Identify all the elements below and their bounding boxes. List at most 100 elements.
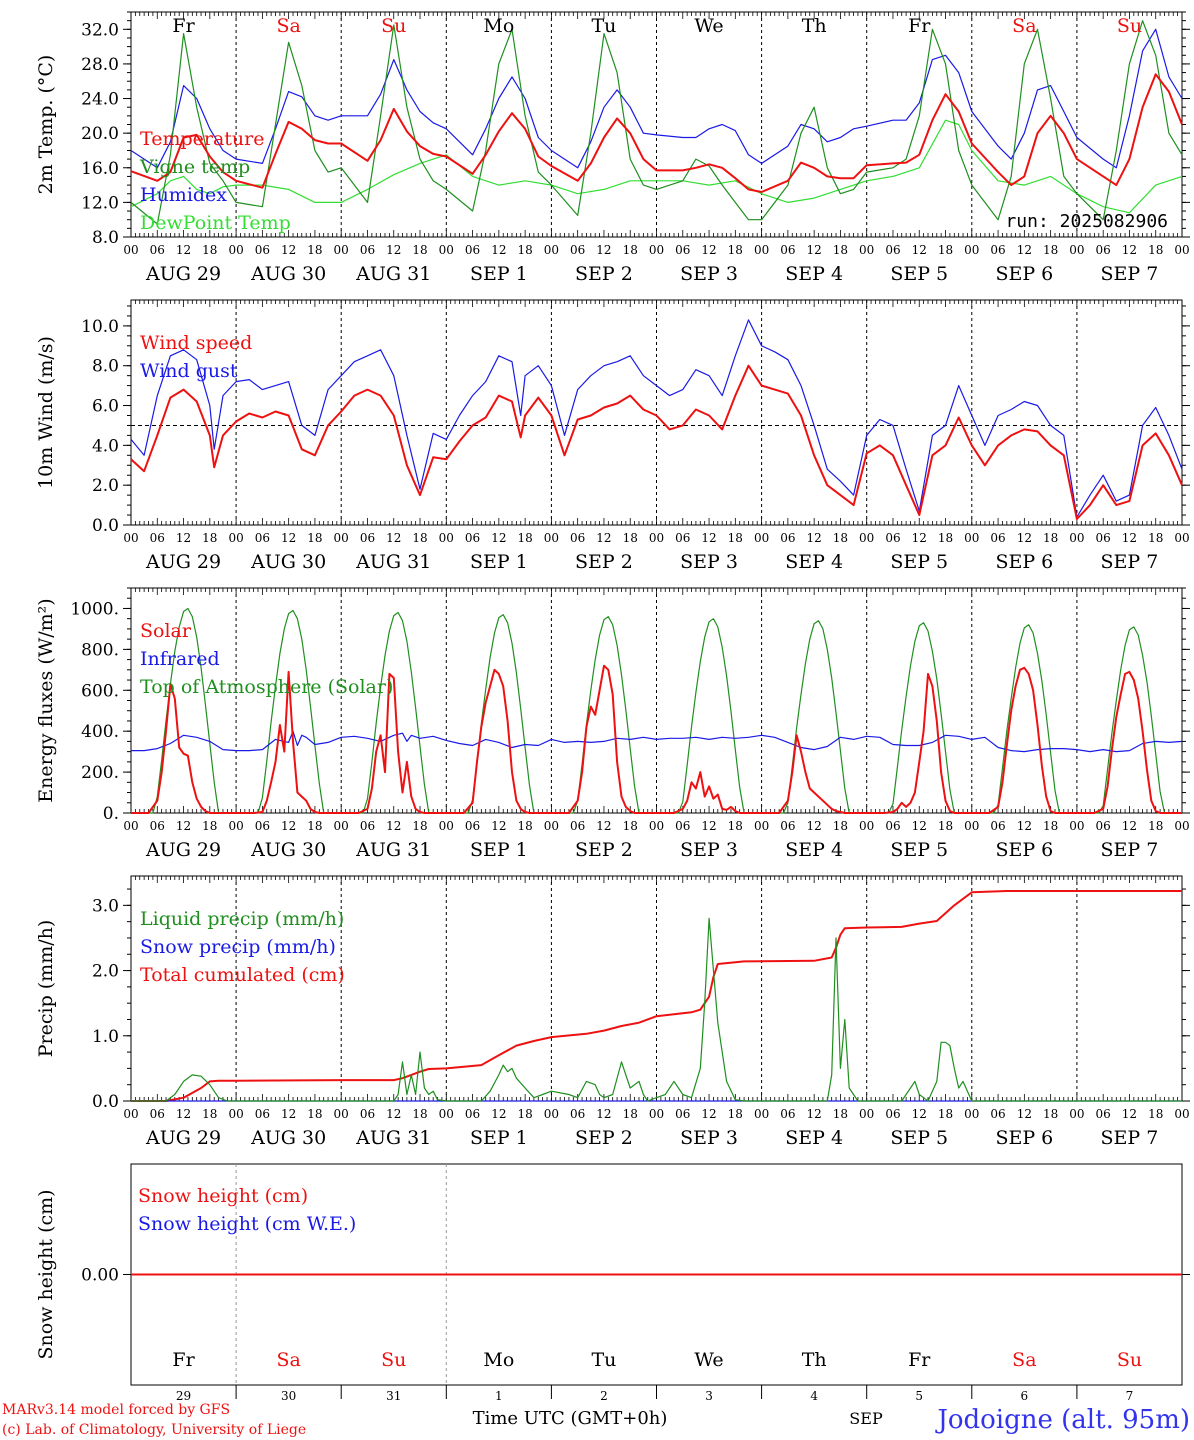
hour-tick-label: 12	[701, 531, 716, 545]
hour-tick-label: 12	[281, 1107, 296, 1121]
hour-tick-label: 00	[228, 531, 243, 545]
hour-tick-label: 12	[912, 819, 927, 833]
day-number-label: 4	[810, 1389, 818, 1403]
legend-entry: Snow height (cm W.E.)	[138, 1213, 356, 1235]
y-tick-label: 0.	[103, 804, 119, 824]
hour-tick-label: 06	[1096, 819, 1111, 833]
hour-tick-label: 00	[228, 1107, 243, 1121]
hour-tick-label: 00	[123, 819, 138, 833]
hour-tick-label: 12	[701, 243, 716, 257]
hour-tick-label: 00	[544, 819, 559, 833]
y-tick-label: 24.0	[81, 90, 119, 110]
legend-entry: Vigne temp	[139, 156, 250, 178]
hour-tick-label: 00	[334, 819, 349, 833]
date-label: SEP 7	[1101, 551, 1159, 573]
series-line-vigne-temp	[130, 20, 1183, 225]
hour-tick-label: 00	[754, 819, 769, 833]
hour-tick-label: 00	[439, 243, 454, 257]
hour-tick-label: 18	[1148, 1107, 1163, 1121]
hour-tick-label: 06	[1096, 243, 1111, 257]
date-label: SEP 2	[575, 839, 633, 861]
hour-tick-label: 12	[912, 243, 927, 257]
hour-tick-label: 18	[1043, 531, 1058, 545]
hour-tick-label: 00	[123, 1107, 138, 1121]
hour-tick-label: 12	[807, 531, 822, 545]
y-tick-label: 8.0	[92, 357, 119, 377]
hour-tick-label: 00	[1174, 819, 1189, 833]
date-label: AUG 30	[250, 1127, 326, 1149]
wind-panel: 00 06 12 18 00 06 12 18 00 06 12 18 00 06 12 18 00 06 12 18…	[35, 299, 1190, 573]
hour-tick-label: 00	[859, 531, 874, 545]
hour-tick-label: 06	[360, 243, 375, 257]
date-label: SEP 4	[785, 1127, 843, 1149]
y-tick-label: 200.	[81, 763, 119, 783]
series-line-wind-gust	[130, 319, 1183, 518]
date-label: SEP 4	[785, 263, 843, 285]
y-tick-label: 0.00	[81, 1266, 119, 1286]
series-line-wind-speed	[130, 364, 1183, 520]
hour-tick-label: 00	[544, 243, 559, 257]
hour-tick-label: 18	[202, 243, 217, 257]
hour-tick-label: 12	[176, 819, 191, 833]
y-tick-label: 10.0	[81, 317, 119, 337]
date-label: SEP 4	[785, 551, 843, 573]
hour-tick-label: 06	[255, 531, 270, 545]
weekday-label: Tu	[591, 15, 616, 37]
time-axis-label: Time UTC (GMT+0h)	[473, 1408, 668, 1429]
date-label: SEP 6	[995, 263, 1053, 285]
date-label: SEP 6	[995, 839, 1053, 861]
hour-tick-label: 00	[334, 243, 349, 257]
hour-tick-label: 06	[675, 1107, 690, 1121]
hour-tick-label: 12	[386, 819, 401, 833]
series-line-solar	[131, 664, 1182, 814]
hour-tick-label: 06	[780, 819, 795, 833]
hour-tick-label: 00	[1174, 1107, 1189, 1121]
weekday-label: Fr	[908, 1349, 931, 1371]
wind-ylabel: 10m Wind (m/s)	[35, 336, 57, 489]
station-label: Jodoigne (alt. 95m)	[934, 1405, 1190, 1435]
hour-tick-label: 12	[281, 243, 296, 257]
y-tick-label: 2.0	[92, 962, 119, 982]
hour-tick-label: 18	[202, 1107, 217, 1121]
hour-tick-label: 06	[360, 1107, 375, 1121]
hour-tick-label: 12	[701, 1107, 716, 1121]
y-tick-label: 4.0	[92, 436, 119, 456]
hour-tick-label: 06	[255, 1107, 270, 1121]
date-label: SEP 6	[995, 1127, 1053, 1149]
hour-tick-label: 06	[885, 243, 900, 257]
hour-tick-label: 00	[1069, 819, 1084, 833]
precip-hour-labels: 00 06 12 18 00 06 12 18 00 06 12 18 00 06 12 18 00 06 12 18…	[123, 1107, 1189, 1149]
day-number-label: 31	[386, 1389, 401, 1403]
hour-tick-label: 12	[596, 243, 611, 257]
hour-tick-label: 06	[780, 531, 795, 545]
hour-tick-label: 06	[990, 1107, 1005, 1121]
hour-tick-label: 18	[1148, 819, 1163, 833]
legend-entry: Temperature	[140, 128, 264, 150]
date-label: SEP 7	[1101, 1127, 1159, 1149]
date-label: SEP 4	[785, 839, 843, 861]
hour-tick-label: 06	[150, 819, 165, 833]
hour-tick-label: 18	[623, 819, 638, 833]
y-tick-label: 1.0	[92, 1027, 119, 1047]
hour-tick-label: 18	[517, 1107, 532, 1121]
hour-tick-label: 00	[754, 531, 769, 545]
y-tick-label: 1000.	[70, 599, 119, 619]
hour-tick-label: 00	[123, 243, 138, 257]
date-label: AUG 31	[355, 1127, 431, 1149]
hour-tick-label: 18	[1043, 243, 1058, 257]
day-number-label: 30	[281, 1389, 296, 1403]
month-label: SEP	[849, 1409, 883, 1428]
hour-tick-label: 06	[885, 1107, 900, 1121]
hour-tick-label: 06	[150, 531, 165, 545]
y-tick-label: 28.0	[81, 55, 119, 75]
hour-tick-label: 06	[255, 243, 270, 257]
y-tick-label: 16.0	[81, 159, 119, 179]
hour-tick-label: 12	[386, 1107, 401, 1121]
hour-tick-label: 18	[307, 243, 322, 257]
date-label: AUG 29	[145, 1127, 221, 1149]
hour-tick-label: 00	[964, 243, 979, 257]
wind-frame	[130, 299, 1183, 526]
energy-panel: 00 06 12 18 00 06 12 18 00 06 12 18 00 06 12 18 00 06 12 18…	[35, 587, 1190, 861]
energy-frame	[130, 587, 1183, 814]
date-label: SEP 2	[575, 263, 633, 285]
